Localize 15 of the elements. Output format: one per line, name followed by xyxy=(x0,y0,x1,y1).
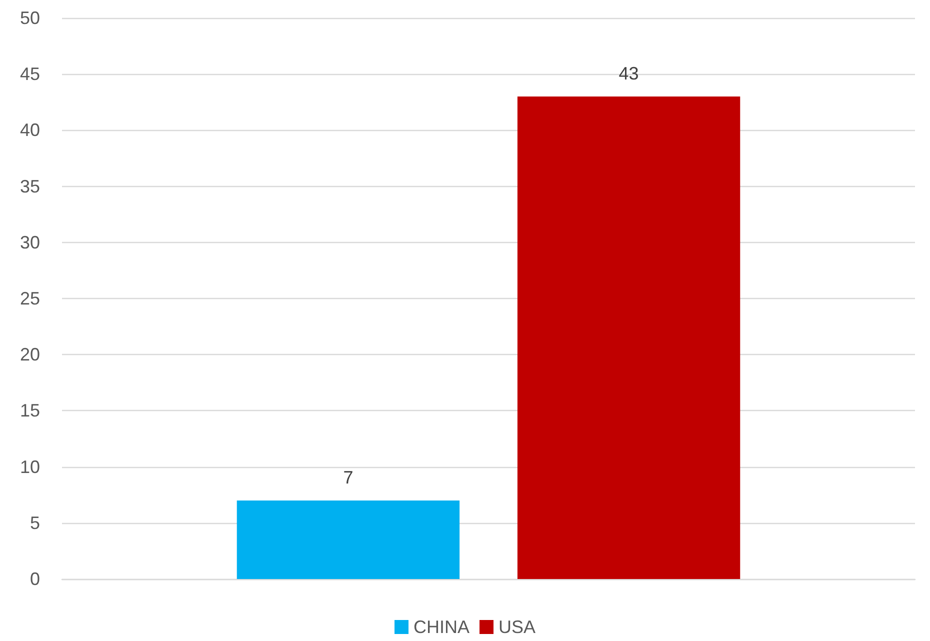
y-tick-label: 0 xyxy=(30,569,40,589)
y-tick-label: 45 xyxy=(20,64,40,84)
y-tick-label: 15 xyxy=(20,400,40,421)
legend-label: USA xyxy=(498,617,536,637)
data-label: 43 xyxy=(618,64,639,84)
y-tick-label: 20 xyxy=(20,344,40,365)
y-tick-label: 25 xyxy=(20,288,40,308)
y-tick-label: 5 xyxy=(30,512,40,533)
y-tick-label: 30 xyxy=(20,232,40,252)
data-label: 7 xyxy=(343,467,354,488)
y-tick-label: 10 xyxy=(20,456,40,477)
y-tick-label: 40 xyxy=(20,120,40,140)
y-tick-label: 35 xyxy=(20,176,40,196)
y-tick-label: 50 xyxy=(20,8,40,28)
legend-label: CHINA xyxy=(413,617,470,637)
